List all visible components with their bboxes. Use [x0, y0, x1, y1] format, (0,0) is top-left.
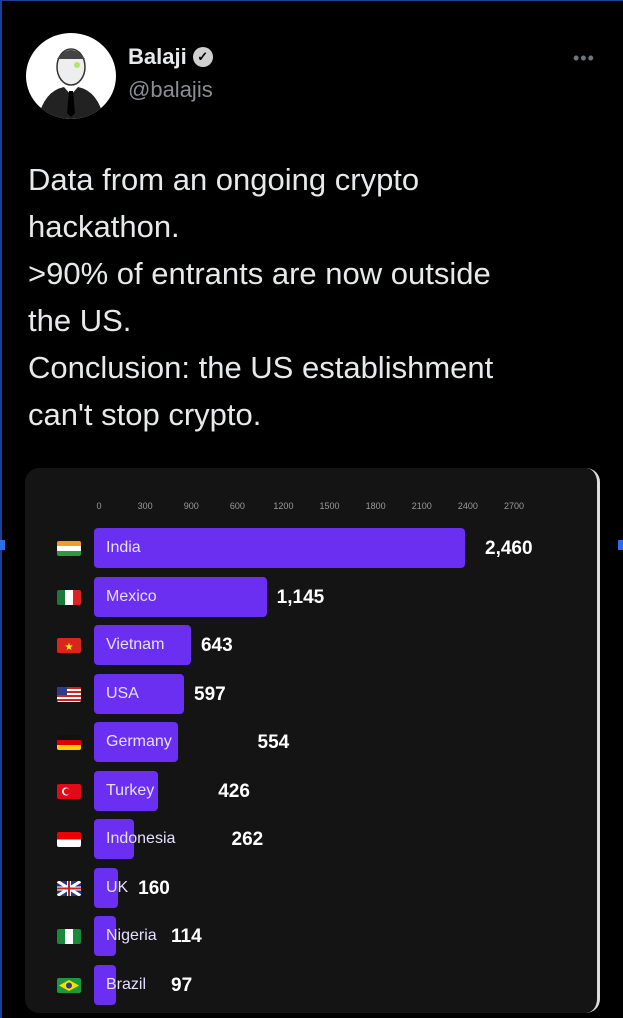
bar-row-turkey: Turkey 426 — [25, 770, 597, 811]
bar-category-label: UK — [106, 878, 129, 896]
author-name[interactable]: Balaji ✓ — [128, 44, 213, 70]
bar — [94, 625, 191, 665]
edge-marker-right — [618, 540, 623, 550]
x-tick-label: 300 — [137, 501, 153, 511]
chart-image[interactable]: 0 300 900 600 1200 1500 1800 2100 2400 2700 India… — [25, 468, 600, 1013]
x-tick-label: 0 — [96, 501, 102, 511]
bar-row-mexico: Mexico 1,145 — [25, 576, 597, 617]
usa-flag-icon — [57, 686, 81, 702]
bar — [94, 916, 116, 956]
avatar[interactable] — [26, 33, 116, 119]
tweet-line: Data from an ongoing crypto — [28, 162, 420, 197]
bar — [94, 964, 116, 1005]
nigeria-flag-icon — [57, 929, 81, 944]
x-tick-label: 2400 — [457, 501, 478, 511]
bar — [94, 722, 178, 762]
bar — [94, 528, 465, 568]
x-tick-label: 900 — [183, 501, 199, 511]
germany-flag-icon — [57, 735, 81, 750]
bar-row-indonesia: Indonesia 262 — [25, 819, 597, 859]
bar-value-label: 643 — [200, 635, 233, 656]
bar-category-label: Turkey — [106, 781, 155, 799]
x-tick-label: 2700 — [503, 501, 525, 511]
bar-category-label: Brazil — [106, 975, 147, 993]
bar — [94, 576, 267, 617]
x-tick-label: 600 — [229, 501, 245, 511]
svg-text:★: ★ — [65, 642, 74, 653]
bar — [94, 867, 119, 908]
bar-row-nigeria: Nigeria 114 — [25, 916, 597, 956]
x-tick-label: 1800 — [365, 501, 386, 511]
vietnam-flag-icon: ★ — [57, 638, 81, 653]
tweet-line: Conclusion: the US establishment — [28, 350, 494, 385]
bar-row-brazil: Brazil 97 — [25, 964, 597, 1005]
x-tick-label: 1500 — [319, 501, 340, 511]
bar-category-label: India — [106, 539, 141, 556]
bar-value-label: 114 — [171, 926, 202, 947]
bar-category-label: Mexico — [106, 587, 157, 605]
bar-row-india: India 2,460 — [25, 528, 597, 568]
bar — [94, 819, 134, 859]
x-tick-label: 1200 — [273, 501, 294, 511]
bar-row-uk: UK 160 — [25, 867, 597, 908]
author-handle[interactable]: @balajis — [128, 77, 213, 102]
bar-category-label: Indonesia — [106, 830, 176, 847]
bar-row-usa: USA 597 — [25, 673, 597, 714]
bar-category-label: USA — [106, 684, 139, 702]
turkey-flag-icon — [57, 783, 81, 799]
mexico-flag-icon — [57, 589, 81, 605]
uk-flag-icon — [57, 880, 81, 896]
bar-value-label: 2,460 — [485, 538, 533, 559]
bar-value-label: 1,145 — [276, 586, 325, 608]
bar-row-germany: Germany 554 — [25, 722, 597, 762]
tweet-line: can't stop crypto. — [28, 397, 262, 432]
tweet-line: the US. — [28, 303, 132, 338]
bar-value-label: 97 — [171, 974, 193, 996]
verified-badge-icon: ✓ — [192, 47, 213, 67]
india-flag-icon — [57, 541, 81, 556]
bar-value-label: 160 — [138, 877, 170, 899]
avatar-portrait-icon — [38, 48, 104, 119]
tweet-line: hackathon. — [28, 209, 180, 244]
bar-category-label: Vietnam — [106, 636, 165, 653]
tweet-text: Data from an ongoing crypto hackathon. >… — [28, 156, 598, 438]
bar-value-label: 597 — [194, 683, 226, 705]
brazil-flag-icon — [57, 977, 81, 993]
bar-value-label: 554 — [257, 732, 290, 753]
tweet-line: >90% of entrants are now outside — [28, 256, 491, 291]
bar-category-label: Nigeria — [106, 927, 157, 944]
x-tick-label: 2100 — [411, 501, 432, 511]
bar-value-label: 426 — [218, 780, 250, 802]
bar — [94, 770, 159, 811]
bar-value-label: 262 — [231, 829, 264, 850]
bar — [94, 673, 185, 714]
bar-row-vietnam: ★ Vietnam 643 — [25, 625, 597, 665]
bar-category-label: Germany — [106, 733, 172, 750]
more-options-icon[interactable]: ••• — [573, 48, 595, 68]
edge-marker-left — [0, 540, 5, 550]
indonesia-flag-icon — [57, 832, 81, 847]
